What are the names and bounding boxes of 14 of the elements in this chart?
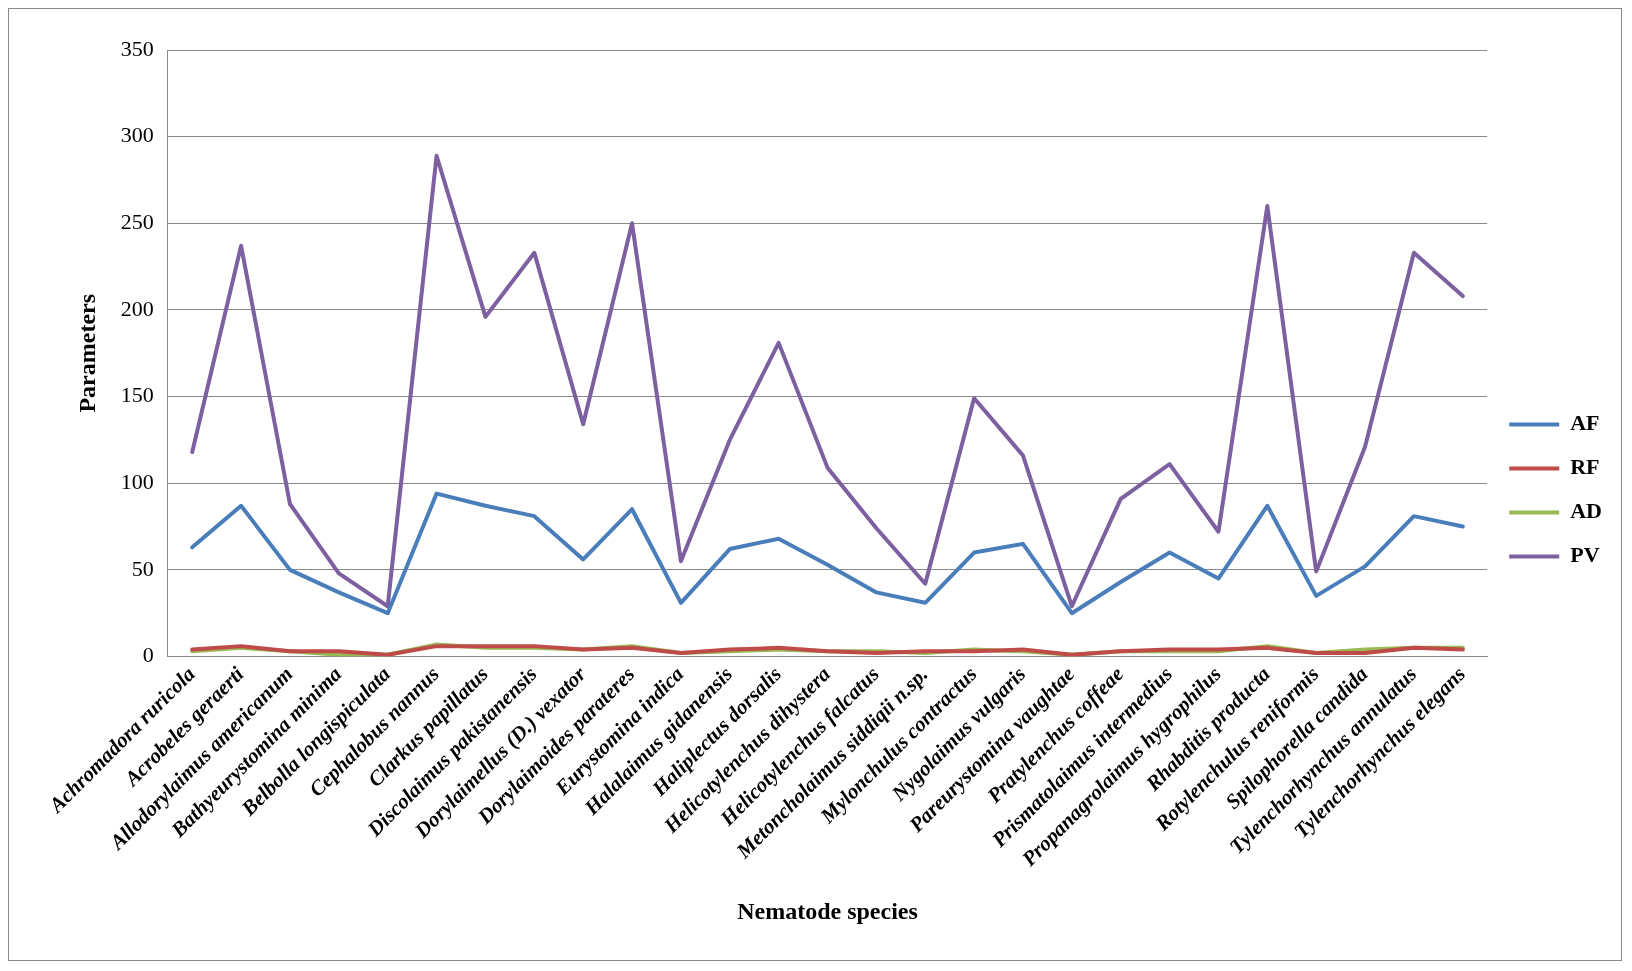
legend-label: AD <box>1570 498 1603 524</box>
legend-label: PV <box>1570 542 1600 568</box>
y-tick-label: 300 <box>120 122 154 148</box>
y-tick-label: 0 <box>142 642 154 668</box>
y-tick-label: 350 <box>120 35 154 61</box>
legend-label: RF <box>1570 454 1600 480</box>
y-axis-title: Parameters <box>73 293 100 413</box>
y-tick-label: 200 <box>120 295 154 321</box>
legend-label: AF <box>1570 410 1600 436</box>
x-axis-title: Nematode species <box>737 897 918 924</box>
y-tick-label: 50 <box>131 555 154 581</box>
y-tick-label: 100 <box>120 469 154 495</box>
y-tick-label: 150 <box>120 382 154 408</box>
y-tick-label: 250 <box>120 209 154 235</box>
